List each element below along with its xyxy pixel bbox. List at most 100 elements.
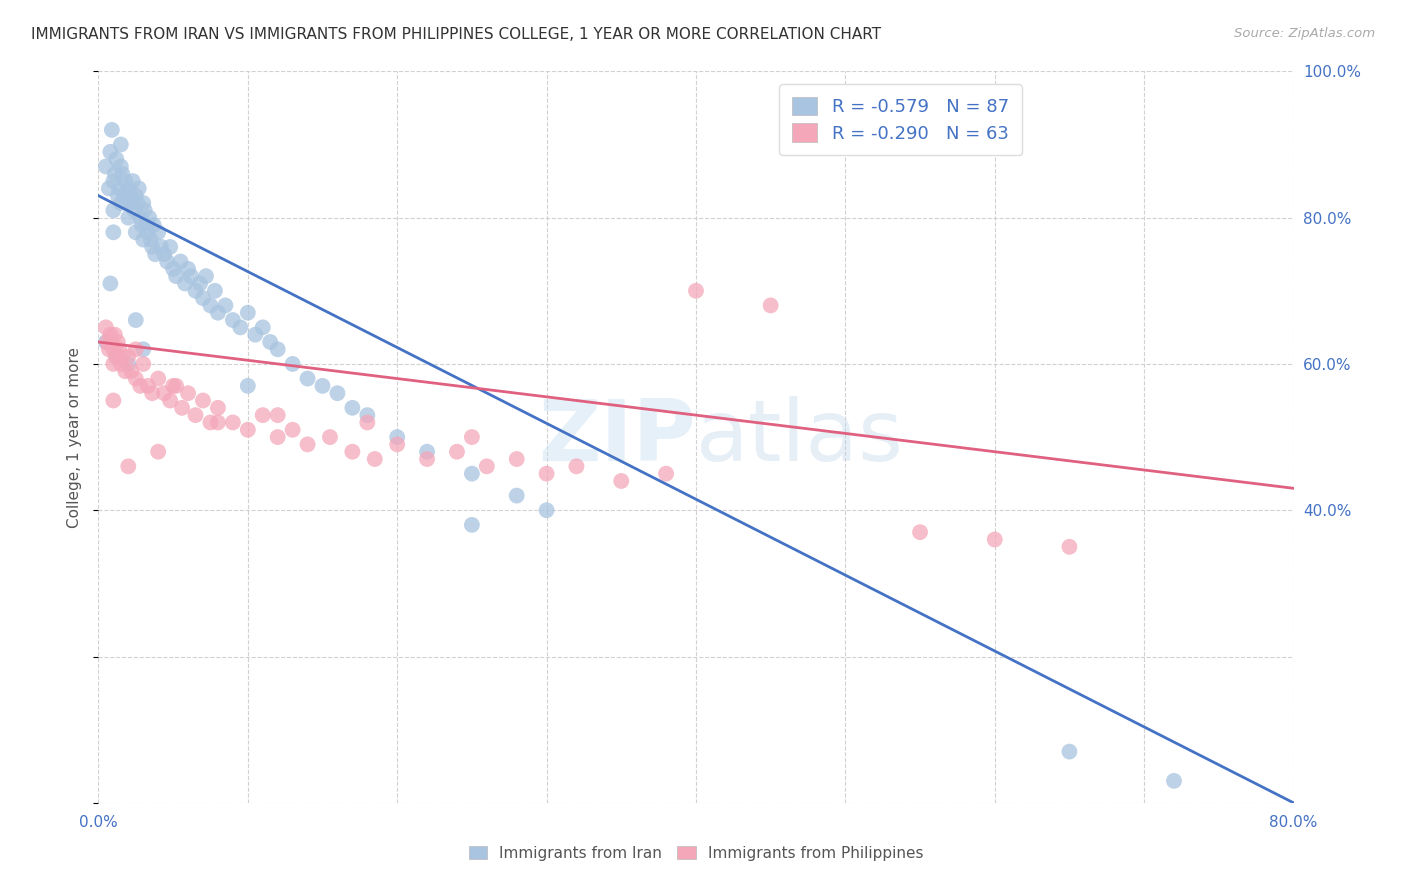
Point [125,371,148,385]
Point [125,188,148,202]
Point [461,467,484,481]
Point [177,386,200,401]
Point [159,393,181,408]
Point [252,320,274,334]
Point [165,379,187,393]
Point [610,474,633,488]
Point [108,343,131,357]
Point [506,452,529,467]
Point [110,160,132,174]
Point [908,525,931,540]
Point [105,152,128,166]
Point [107,334,129,349]
Point [125,225,148,239]
Point [385,430,409,444]
Point [267,343,290,357]
Point [195,269,218,284]
Point [131,218,153,232]
Point [111,167,134,181]
Point [536,503,558,517]
Text: IMMIGRANTS FROM IRAN VS IMMIGRANTS FROM PHILIPPINES COLLEGE, 1 YEAR OR MORE CORR: IMMIGRANTS FROM IRAN VS IMMIGRANTS FROM … [31,27,882,42]
Point [128,181,150,195]
Legend: R = -0.579   N = 87, R = -0.290   N = 63: R = -0.579 N = 87, R = -0.290 N = 63 [779,84,1022,155]
Point [141,386,163,401]
Point [103,203,125,218]
Point [101,334,124,349]
Point [148,444,170,458]
Point [759,298,782,312]
Point [118,188,141,202]
Point [111,350,134,364]
Point [143,247,166,261]
Point [267,430,290,444]
Point [108,181,131,195]
Point [94,320,117,334]
Point [129,211,152,225]
Point [162,379,184,393]
Point [110,357,132,371]
Point [129,379,152,393]
Point [156,254,179,268]
Point [96,334,118,349]
Point [142,218,165,232]
Text: ZIP: ZIP [538,395,696,479]
Point [984,533,1007,547]
Point [159,240,181,254]
Point [342,444,364,458]
Point [98,145,122,159]
Point [97,343,120,357]
Point [105,350,128,364]
Point [114,364,136,378]
Point [115,196,138,211]
Point [124,203,146,218]
Point [103,393,125,408]
Point [117,181,139,195]
Point [236,306,259,320]
Point [461,517,484,532]
Point [134,203,156,218]
Point [245,327,267,342]
Text: Source: ZipAtlas.com: Source: ZipAtlas.com [1234,27,1375,40]
Point [127,196,149,211]
Point [110,137,132,152]
Point [252,408,274,422]
Point [259,334,281,349]
Point [165,269,187,284]
Point [138,211,160,225]
Point [565,459,588,474]
Point [103,174,125,188]
Point [200,416,222,430]
Point [319,430,342,444]
Point [1059,745,1081,759]
Point [136,379,159,393]
Point [94,160,117,174]
Point [311,379,333,393]
Point [153,386,176,401]
Point [1163,773,1185,788]
Point [356,416,378,430]
Point [132,357,155,371]
Point [1059,540,1081,554]
Point [117,350,139,364]
Point [174,277,197,291]
Point [98,277,122,291]
Point [132,343,155,357]
Point [117,211,139,225]
Point [121,174,143,188]
Point [188,277,211,291]
Point [207,306,229,320]
Point [172,401,194,415]
Point [150,240,173,254]
Point [110,196,132,211]
Point [120,364,142,378]
Point [103,357,125,371]
Point [117,357,139,371]
Text: atlas: atlas [696,395,904,479]
Point [207,401,229,415]
Point [207,416,229,430]
Point [104,167,127,181]
Point [342,401,364,415]
Point [120,196,142,211]
Point [655,467,678,481]
Point [191,393,214,408]
